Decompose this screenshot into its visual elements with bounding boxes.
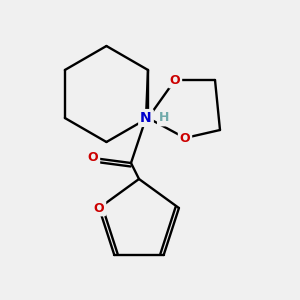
Text: O: O [170,74,180,86]
Text: N: N [140,111,152,125]
Text: O: O [94,202,104,214]
Text: O: O [88,152,98,164]
Text: H: H [159,112,169,124]
Text: O: O [180,131,190,145]
